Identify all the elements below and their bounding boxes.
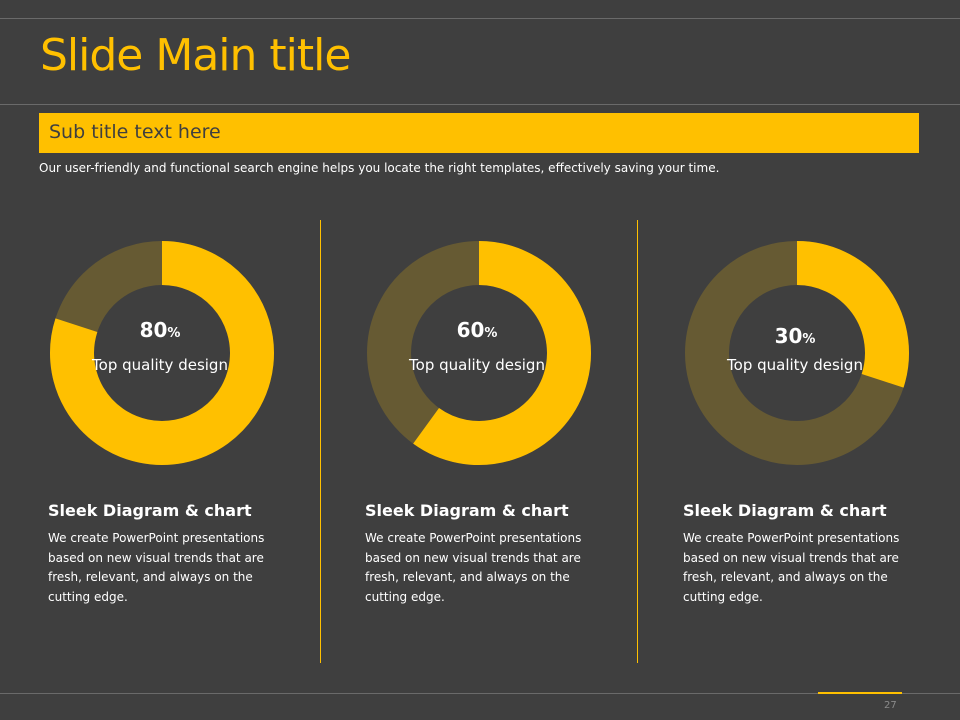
footer-accent (818, 692, 902, 694)
top-divider (0, 18, 960, 19)
chart-description-1: We create PowerPoint presentations based… (48, 531, 265, 604)
donut-value-arc-2 (413, 241, 591, 465)
subtitle-bar: Sub title text here (39, 113, 919, 153)
subtitle-text: Sub title text here (49, 121, 221, 143)
donut-chart-3 (685, 241, 909, 465)
center-label-2: Top quality design (409, 356, 545, 374)
donut-chart-2 (367, 241, 591, 465)
slide-title: Slide Main title (40, 30, 351, 81)
center-value-2: 60% (456, 318, 498, 342)
chart-description-2: We create PowerPoint presentations based… (365, 531, 582, 604)
page-number: 27 (884, 700, 897, 711)
center-label-3: Top quality design (727, 356, 863, 374)
center-value-3: 30% (774, 324, 816, 348)
center-label-1: Top quality design (92, 356, 228, 374)
center-value-1: 80% (139, 318, 181, 342)
title-divider (0, 104, 960, 105)
chart-description-3: We create PowerPoint presentations based… (683, 531, 900, 604)
column-divider-2 (637, 220, 638, 663)
chart-heading-3: Sleek Diagram & chart (683, 501, 887, 520)
column-divider-1 (320, 220, 321, 663)
donut-value-arc-3 (796, 241, 909, 388)
donut-chart-1 (50, 241, 274, 465)
intro-text: Our user-friendly and functional search … (39, 161, 720, 175)
bottom-divider (0, 693, 960, 694)
donut-value-arc-1 (50, 241, 274, 465)
chart-heading-2: Sleek Diagram & chart (365, 501, 569, 520)
chart-heading-1: Sleek Diagram & chart (48, 501, 252, 520)
